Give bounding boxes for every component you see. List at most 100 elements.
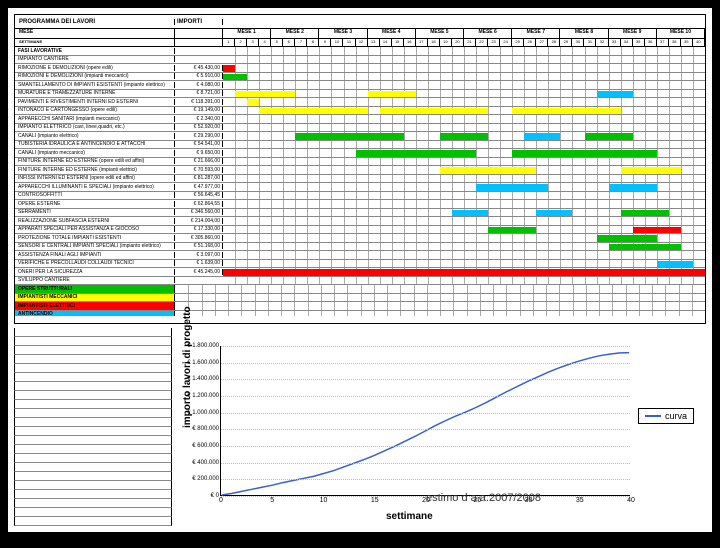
week-cell: 24 <box>500 39 512 46</box>
gantt-bar <box>356 150 477 157</box>
gantt-bar <box>621 167 681 174</box>
week-cell: 8 <box>307 39 319 46</box>
task-bar-cell <box>223 73 705 81</box>
gantt-bar <box>368 91 416 98</box>
week-cell: 15 <box>392 39 404 46</box>
gantt-bar <box>633 227 681 234</box>
gantt-bar <box>597 235 657 242</box>
task-label: INTONACO E CARTONGESSO (opere edili) <box>15 107 175 113</box>
task-bar-cell <box>223 192 705 200</box>
gantt-bar <box>512 108 620 115</box>
footer-text: estimo d a.a.2007/2008 <box>426 492 541 504</box>
empty-row <box>14 328 172 337</box>
task-row: ONERI PER LA SICUREZZA€ 45.245,00 <box>15 268 705 277</box>
week-cell: 10 <box>331 39 343 46</box>
chart-legend: curva <box>638 408 694 424</box>
month-cell: MESE 1 <box>223 29 271 38</box>
task-label: IMPIANTO ELETTRICO (cavi, linee,quadri, … <box>15 124 175 130</box>
empty-row <box>14 472 172 481</box>
task-row: CONTROSOFFITTI€ 56.645,45 <box>15 192 705 201</box>
task-label: RIMOZIONE E DEMOLIZIONI (opere edili) <box>15 65 175 71</box>
empty-row <box>14 418 172 427</box>
gantt-bar <box>621 210 669 217</box>
task-amount: € 346.560,00 <box>175 209 223 215</box>
week-label: SETTIMANE <box>15 39 175 46</box>
week-cell: 29 <box>560 39 572 46</box>
empty-row <box>14 346 172 355</box>
task-row: RIMOZIONE E DEMOLIZIONI (opere edili)€ 4… <box>15 64 705 73</box>
gantt-bar <box>609 244 681 251</box>
empty-row <box>14 355 172 364</box>
legend-row: IMPIANTISTI MECCANICI <box>15 294 705 303</box>
task-amount: € 2.340,00 <box>175 116 223 122</box>
week-cell: 4 <box>259 39 271 46</box>
page: PROGRAMMA DEI LAVORI IMPORTI MESE MESE 1… <box>8 8 712 532</box>
task-amount: € 54.541,00 <box>175 141 223 147</box>
task-row: MURATURE E TRAMEZZATURE INTERNE€ 8.721,0… <box>15 90 705 99</box>
legend-text: curva <box>665 411 687 421</box>
task-bar-cell <box>223 251 705 259</box>
week-cell: 37 <box>657 39 669 46</box>
week-cell: 32 <box>596 39 608 46</box>
task-label: IMPIANTO CANTIERE <box>15 56 175 62</box>
task-label: PROTEZIONE TOTALE IMPIANTI ESISTENTI <box>15 235 175 241</box>
task-bar-cell <box>223 277 705 285</box>
task-bar-cell <box>223 107 705 115</box>
empty-row <box>14 463 172 472</box>
task-label: CONTROSOFFITTI <box>15 192 175 198</box>
task-bar-cell <box>223 56 705 64</box>
legend-label: OPERE STRUTTURALI <box>15 285 175 293</box>
empty-row <box>14 391 172 400</box>
task-label: PAVIMENTI E RIVESTIMENTI INTERNI ED ESTE… <box>15 99 175 105</box>
week-cell: 13 <box>368 39 380 46</box>
gantt-bar <box>488 227 536 234</box>
task-label: OPERE ESTERNE <box>15 201 175 207</box>
task-row: VERIFICHE E PRECOLLAUDI COLLAUDI TECNICI… <box>15 260 705 269</box>
task-label: ASSISTENZA FINALI AGLI IMPIANTI <box>15 252 175 258</box>
empty-row <box>14 400 172 409</box>
week-cell: 28 <box>548 39 560 46</box>
week-cell: 17 <box>416 39 428 46</box>
task-label: ONERI PER LA SICUREZZA <box>15 269 175 275</box>
task-bar-cell <box>223 200 705 208</box>
week-cell: 14 <box>380 39 392 46</box>
week-cell: 16 <box>404 39 416 46</box>
task-amount: € 21.666,00 <box>175 158 223 164</box>
task-label: CANALI (impianto meccanico) <box>15 150 175 156</box>
week-cell: 31 <box>584 39 596 46</box>
week-cell: 7 <box>295 39 307 46</box>
header-col1: PROGRAMMA DEI LAVORI <box>15 19 175 25</box>
month-cell: MESE 6 <box>464 29 512 38</box>
gantt-bar <box>247 99 259 106</box>
empty-row <box>14 499 172 508</box>
task-amount: € 45.245,00 <box>175 269 223 275</box>
task-bar-cell <box>223 132 705 140</box>
legend-line-icon <box>645 415 661 417</box>
task-amount: € 56.645,45 <box>175 192 223 198</box>
task-amount: € 51.168,00 <box>175 243 223 249</box>
task-bar-cell <box>223 124 705 132</box>
empty-row <box>14 427 172 436</box>
month-label: MESE <box>15 29 175 38</box>
week-cell: 19 <box>440 39 452 46</box>
task-amount: € 19.149,00 <box>175 107 223 113</box>
task-row: IMPIANTO ELETTRICO (cavi, linee,quadri, … <box>15 124 705 133</box>
task-label: RIMOZIONI E DEMOLIZIONI (impianti meccan… <box>15 73 175 79</box>
week-cell: 12 <box>356 39 368 46</box>
task-amount: € 70.593,00 <box>175 167 223 173</box>
task-bar-cell <box>223 260 705 268</box>
empty-row <box>14 454 172 463</box>
task-bar-cell <box>223 209 705 217</box>
gantt-bar <box>295 133 403 140</box>
gantt-bar <box>597 91 633 98</box>
gantt-bar <box>609 184 657 191</box>
gantt-bar <box>440 133 488 140</box>
task-amount: € 305.860,00 <box>175 235 223 241</box>
task-row: INFISSI INTERNI ED ESTERNI (opere edili … <box>15 175 705 184</box>
chart-plot-area: € 0€ 200.000€ 400.000€ 600.000€ 800.000€… <box>220 346 630 496</box>
month-cell: MESE 7 <box>512 29 560 38</box>
month-cell: MESE 3 <box>319 29 367 38</box>
empty-row <box>14 490 172 499</box>
gantt-bar <box>536 210 572 217</box>
task-amount: € 5.910,00 <box>175 73 223 79</box>
